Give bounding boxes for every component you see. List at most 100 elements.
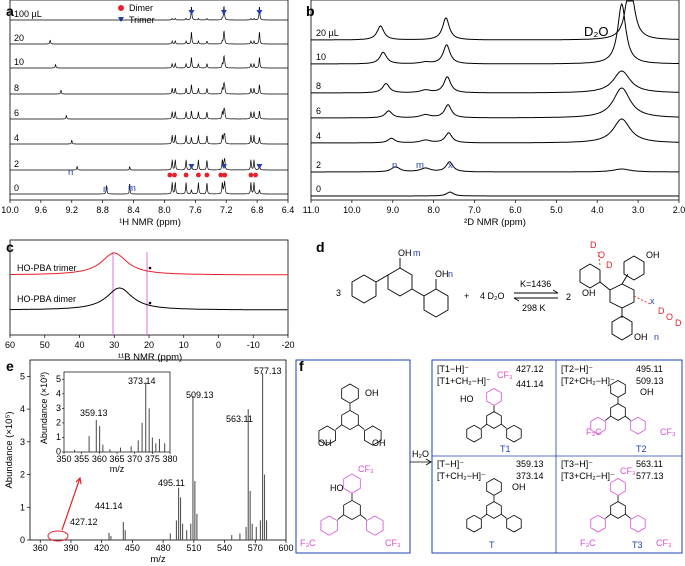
f-t1-mz1: 427.12 (516, 364, 544, 374)
f-left-T-aryl-top (341, 383, 359, 404)
a-n-bottom: n (103, 184, 108, 195)
f-T2-oh: OH (640, 387, 654, 397)
panel-c: c HO-PBA trimer HO-PBA dimer 60 50 40 30 20 1… (5, 239, 295, 363)
f-T2-aryl-left (590, 416, 606, 435)
panel-e-frame (29, 359, 287, 541)
e-peak-441: 441.14 (95, 501, 123, 511)
f-left-T3-cf3b: CF₃ (385, 538, 401, 548)
a-ticklabel-5: 8.0 (158, 205, 171, 215)
f-t3-mz2: 577.13 (636, 471, 664, 481)
d-bond2 (411, 288, 425, 297)
panel-e-xticks: 360 390 420 450 480 510 540 570 600 (33, 540, 294, 553)
a-dimer-marker-1 (248, 172, 254, 178)
a-ticklabel-9: 6.4 (282, 205, 295, 215)
f-t3-name: T3 (632, 540, 643, 550)
a-trace-3 (10, 81, 288, 95)
a-trimer-marker-2 (188, 10, 195, 15)
e-inset-yticklabel-4: 4 (56, 388, 61, 398)
e-inset-xticklabel-6: 380 (162, 454, 177, 464)
a-dimer-marker-6 (183, 172, 189, 178)
f-t2-mz2: 509.13 (636, 376, 664, 386)
panel-b: b 20 µL 10 8 6 4 2 0 11.0 10.0 9.0 8.0 7.0 6.0 5.0 4.… (303, 0, 685, 228)
e-xticklabel-7: 570 (248, 543, 263, 553)
d-oh-r3: OH (634, 332, 648, 342)
a-trimer-marker-5 (188, 164, 195, 169)
e-xticklabel-4: 480 (156, 543, 171, 553)
f-t-ion1: [T−H]⁻ (437, 459, 464, 469)
panel-b-xlabel: ²D NMR (ppm) (464, 217, 526, 228)
f-t-ion2: [T+CH₂−H]⁻ (437, 471, 486, 481)
c-dimer-trace (10, 287, 288, 311)
d-arrow-head-b (513, 297, 520, 302)
b-trace-label-0: 20 µL (316, 28, 339, 38)
d-right-ring-3 (611, 315, 633, 341)
e-peak-563: 563.11 (226, 414, 253, 424)
d-k-value: K=1436 (520, 279, 551, 289)
d-rbond1 (599, 281, 611, 291)
e-inset-yticks: 0 1 2 3 4 5 (56, 374, 64, 457)
d-right-ring-1 (579, 263, 601, 289)
d-right-ring-2 (623, 255, 645, 281)
a-trace-0 (10, 6, 288, 21)
b-x: x (448, 160, 453, 171)
a-trace-4 (10, 107, 288, 120)
b-trace-6 (311, 191, 679, 197)
a-trace-6 (10, 157, 288, 171)
f-t1-ion1: [T1−H]⁻ (437, 364, 469, 374)
d-coef-right: 2 (566, 292, 571, 302)
c-ticklabel-0: 60 (5, 340, 15, 350)
b-ticklabel-0: 11.0 (303, 205, 320, 215)
panel-d: d 3 OH m OH n + 4 D₂O K=1436 298 K 2 (316, 239, 682, 342)
f-T1-b2 (481, 423, 487, 429)
e-inset-yticklabel-1: 1 (56, 432, 61, 442)
d-d4: D (675, 318, 682, 328)
d-d3: D (658, 306, 665, 316)
e-inset-xticklabel-5: 375 (145, 454, 160, 464)
d-m-label: m (413, 248, 421, 258)
e-yticklabel-3: 3 (20, 437, 25, 447)
f-T-b3 (501, 513, 507, 519)
trimer-legend-marker (118, 17, 124, 22)
f-left-T-boroxine (341, 409, 359, 431)
f-left-T3-ho: HO (330, 483, 344, 493)
a-dimer-marker-3 (218, 172, 224, 178)
a-trimer-marker-3 (256, 164, 263, 169)
f-left-T-oh3: OH (372, 438, 386, 448)
b-trace-5 (311, 161, 679, 173)
f-T1-cf3: CF₃ (497, 370, 513, 380)
a-ticklabel-4: 8.4 (127, 205, 140, 215)
d-bond (375, 274, 389, 283)
f-t-mz1: 359.13 (516, 459, 544, 469)
d-arrow-head-f (552, 289, 559, 294)
panel-a-xticks: 10.0 9.6 9.2 8.8 8.4 8.0 7.6 7.2 6.8 6.4 (1, 200, 294, 215)
a-trimer-marker-1 (220, 10, 227, 15)
a-dimer-marker-2 (222, 172, 228, 178)
a-trace-label-6: 2 (14, 159, 19, 169)
f-left-T3-b3 (360, 514, 367, 520)
f-T3-cf3b: CF₃ (656, 538, 672, 548)
f-T2-b3 (625, 415, 631, 421)
dimer-legend-marker (118, 5, 124, 11)
c-dimer-label: HO-PBA dimer (17, 294, 76, 304)
dimer-legend-text: Dimer (129, 3, 153, 13)
c-dimer-marker (148, 301, 152, 305)
b-trace-4 (311, 118, 680, 144)
f-T2-f3c: F₃C (586, 427, 602, 437)
d2o-peak-label: D₂O (584, 24, 609, 39)
d-right-boronring (609, 283, 635, 309)
c-ticklabel-2: 40 (74, 340, 84, 350)
f-T-aryl-right (506, 514, 522, 533)
b-ticklabel-2: 9.0 (387, 205, 400, 215)
c-ticklabel-7: -10 (247, 340, 260, 350)
f-left-T-oh1: OH (365, 388, 379, 398)
a-trimer-marker-0 (256, 10, 263, 15)
f-T1-b3 (501, 423, 507, 429)
a-dimer-marker-4 (204, 172, 210, 178)
panel-a-xlabel: ¹H NMR (ppm) (119, 217, 181, 228)
f-T1-ho: HO (460, 394, 474, 404)
a-ticklabel-0: 10.0 (1, 205, 19, 215)
e-xticklabel-3: 450 (125, 543, 140, 553)
f-left-T-b3 (358, 424, 365, 430)
